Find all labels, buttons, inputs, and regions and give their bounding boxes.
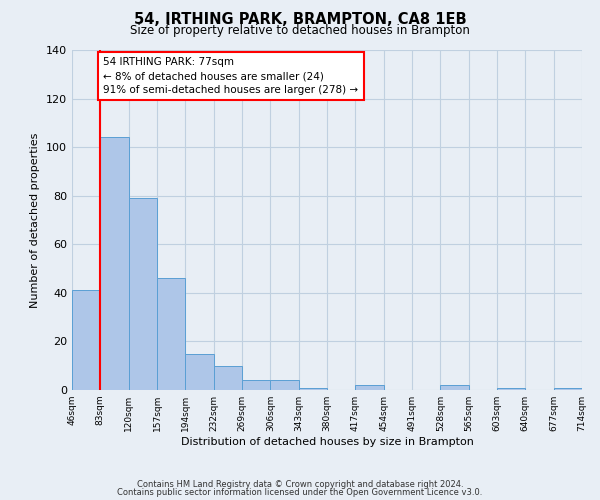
Text: Size of property relative to detached houses in Brampton: Size of property relative to detached ho… — [130, 24, 470, 37]
Bar — [214, 366, 242, 390]
Bar — [128, 198, 157, 390]
Bar — [440, 385, 469, 390]
Text: 54, IRTHING PARK, BRAMPTON, CA8 1EB: 54, IRTHING PARK, BRAMPTON, CA8 1EB — [134, 12, 466, 28]
Bar — [185, 354, 214, 390]
Bar — [242, 380, 271, 390]
Bar — [271, 380, 299, 390]
Text: 54 IRTHING PARK: 77sqm
← 8% of detached houses are smaller (24)
91% of semi-deta: 54 IRTHING PARK: 77sqm ← 8% of detached … — [103, 58, 358, 96]
X-axis label: Distribution of detached houses by size in Brampton: Distribution of detached houses by size … — [181, 437, 473, 447]
Bar — [72, 290, 100, 390]
Y-axis label: Number of detached properties: Number of detached properties — [31, 132, 40, 308]
Bar — [100, 138, 128, 390]
Bar — [157, 278, 185, 390]
Bar — [497, 388, 526, 390]
Bar — [299, 388, 327, 390]
Text: Contains public sector information licensed under the Open Government Licence v3: Contains public sector information licen… — [118, 488, 482, 497]
Text: Contains HM Land Registry data © Crown copyright and database right 2024.: Contains HM Land Registry data © Crown c… — [137, 480, 463, 489]
Bar — [355, 385, 383, 390]
Bar — [554, 388, 582, 390]
